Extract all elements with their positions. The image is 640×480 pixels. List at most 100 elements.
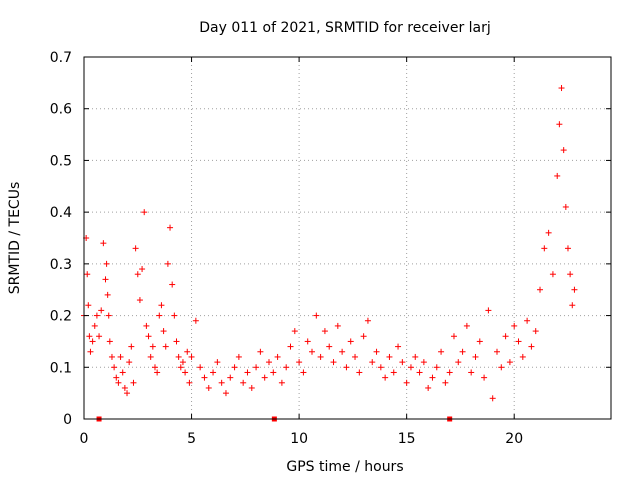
x-axis-label: GPS time / hours xyxy=(286,459,403,475)
data-point xyxy=(567,271,574,278)
data-point xyxy=(96,333,103,340)
data-point xyxy=(124,390,131,397)
data-point xyxy=(296,359,303,366)
data-point xyxy=(108,353,115,360)
data-point xyxy=(321,328,328,335)
data-point xyxy=(556,121,563,128)
data-point xyxy=(564,245,571,252)
data-point xyxy=(205,384,212,391)
data-point xyxy=(399,359,406,366)
data-point xyxy=(382,374,389,381)
data-point xyxy=(524,317,531,324)
data-point xyxy=(201,374,208,381)
grid xyxy=(84,57,611,419)
data-point xyxy=(326,343,333,350)
data-point xyxy=(476,338,483,345)
data-point xyxy=(141,209,148,216)
data-point xyxy=(104,291,111,298)
data-point xyxy=(248,384,255,391)
data-point xyxy=(173,338,180,345)
data-point xyxy=(132,245,139,252)
data-point xyxy=(412,353,419,360)
data-point xyxy=(119,369,126,376)
data-point xyxy=(98,307,105,314)
data-point xyxy=(162,343,169,350)
data-point xyxy=(145,333,152,340)
data-point xyxy=(231,364,238,371)
data-point xyxy=(154,369,161,376)
y-axis-ticks: 0 0.1 0.2 0.3 0.4 0.5 0.6 0.7 xyxy=(50,50,611,428)
data-point xyxy=(545,229,552,236)
data-point xyxy=(93,312,100,319)
data-point xyxy=(227,374,234,381)
data-point xyxy=(160,328,167,335)
data-point xyxy=(149,343,156,350)
data-point xyxy=(455,359,462,366)
data-point xyxy=(106,338,113,345)
data-point xyxy=(463,322,470,329)
data-point xyxy=(317,353,324,360)
data-point xyxy=(493,348,500,355)
data-point xyxy=(364,317,371,324)
data-point xyxy=(184,348,191,355)
data-point xyxy=(330,359,337,366)
y-axis-label: SRMTID / TECUs xyxy=(7,182,23,295)
data-point xyxy=(300,369,307,376)
data-point xyxy=(210,369,217,376)
data-point xyxy=(171,312,178,319)
y-tick-label: 0.1 xyxy=(50,360,72,376)
data-point xyxy=(506,359,513,366)
data-point xyxy=(240,379,247,386)
y-tick-label: 0.5 xyxy=(50,153,72,169)
data-point xyxy=(407,364,414,371)
data-point xyxy=(433,364,440,371)
data-point xyxy=(420,359,427,366)
data-point xyxy=(489,395,496,402)
data-point xyxy=(468,369,475,376)
data-point xyxy=(218,379,225,386)
data-point xyxy=(352,353,359,360)
data-point xyxy=(287,343,294,350)
data-point xyxy=(102,276,109,283)
data-point xyxy=(528,343,535,350)
data-point xyxy=(511,322,518,329)
data-point xyxy=(571,286,578,293)
data-point xyxy=(343,364,350,371)
data-point xyxy=(188,353,195,360)
data-point xyxy=(105,312,112,319)
data-point xyxy=(569,302,576,309)
data-point xyxy=(235,353,242,360)
data-point xyxy=(498,364,505,371)
data-point xyxy=(214,359,221,366)
data-point xyxy=(347,338,354,345)
data-point xyxy=(560,147,567,154)
data-point xyxy=(177,364,184,371)
data-point xyxy=(257,348,264,355)
data-point xyxy=(84,271,91,278)
data-point xyxy=(309,348,316,355)
data-point xyxy=(261,374,268,381)
data-point xyxy=(158,302,165,309)
data-point xyxy=(278,379,285,386)
data-point xyxy=(291,328,298,335)
data-point xyxy=(442,379,449,386)
data-point xyxy=(360,333,367,340)
data-point xyxy=(85,302,92,309)
data-point xyxy=(91,322,98,329)
plot-frame xyxy=(83,56,612,420)
data-point xyxy=(121,384,128,391)
data-point xyxy=(425,384,432,391)
data-point xyxy=(151,364,158,371)
y-tick-label: 0.6 xyxy=(50,102,72,118)
data-point xyxy=(373,348,380,355)
data-point xyxy=(103,260,110,267)
data-point xyxy=(197,364,204,371)
y-tick-label: 0.3 xyxy=(50,257,72,273)
data-point xyxy=(519,353,526,360)
data-point xyxy=(403,379,410,386)
data-point xyxy=(164,260,171,267)
data-point xyxy=(222,390,229,397)
data-point xyxy=(100,240,107,247)
